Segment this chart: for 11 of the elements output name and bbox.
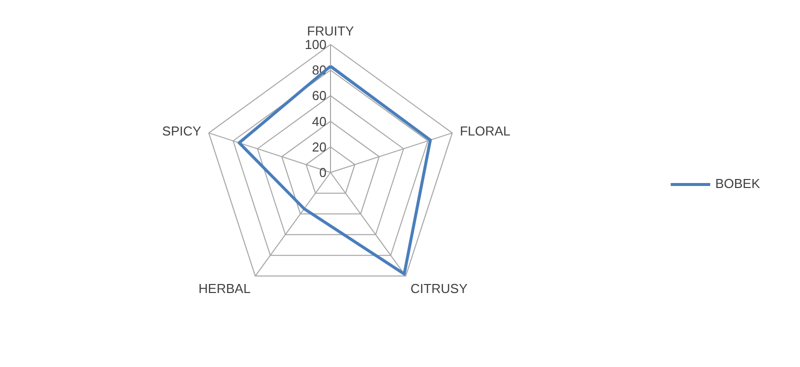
spoke-label: CITRUSY (410, 280, 468, 296)
spoke-label: FRUITY (307, 24, 354, 38)
y-tick-label: 60 (312, 88, 327, 104)
spoke-label: HERBAL (198, 280, 251, 296)
spoke-label: FLORAL (460, 124, 510, 139)
spoke-label: SPICY (162, 124, 202, 139)
y-tick-label: 20 (312, 139, 327, 154)
y-tick-label: 0 (319, 165, 327, 180)
y-tick-label: 40 (312, 114, 327, 129)
y-tick-label: 100 (304, 37, 327, 52)
legend-label: BOBEK (715, 176, 760, 191)
